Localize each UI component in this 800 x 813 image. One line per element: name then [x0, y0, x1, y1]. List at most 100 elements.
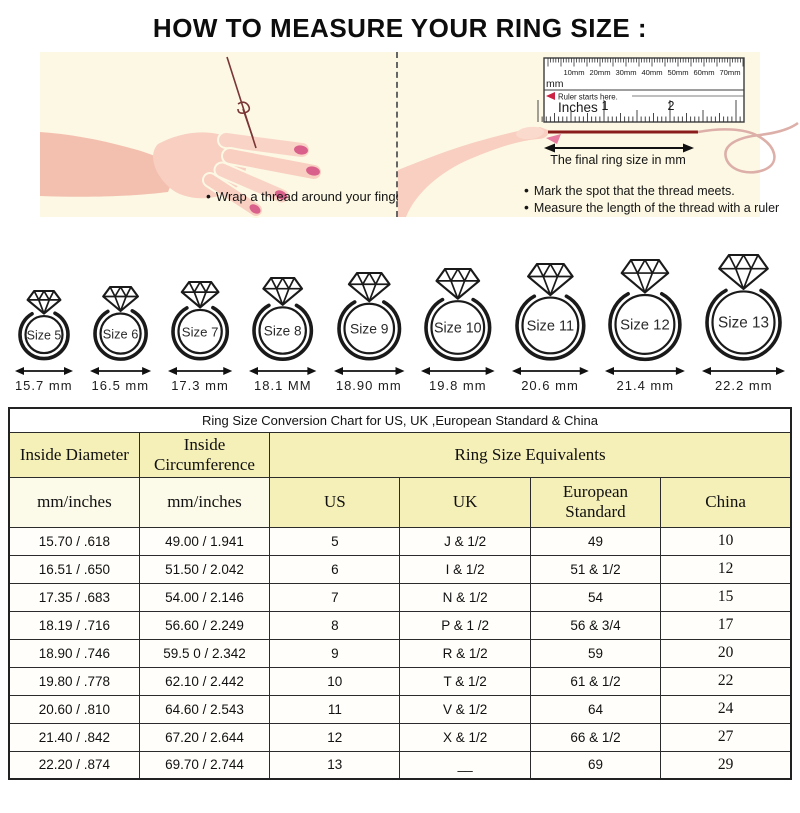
howto-section: • Wrap a thread around your finger 10mm 20…: [40, 52, 799, 218]
thread-mark-icon: [546, 134, 561, 144]
table-cell: P & 1 /2: [399, 610, 531, 640]
bullet-icon: •: [524, 199, 529, 215]
conversion-table: Ring Size Conversion Chart for US, UK ,E…: [8, 407, 792, 780]
table-cell: 22.20 / .874: [8, 750, 140, 780]
inch-scale-number: 2: [668, 99, 675, 113]
fingers-group: [202, 131, 323, 218]
table-group-header-row: Inside Diameter Inside Circumference Rin…: [8, 431, 792, 478]
diamond-ring-icon: Size 11: [514, 263, 586, 361]
mm-scale-label: 70mm: [719, 68, 740, 77]
ring-mm-label: 22.2 mm: [714, 378, 773, 393]
ring-size-item: Size 10 19.8 mm: [419, 267, 497, 393]
mm-scale-label: 10mm: [563, 68, 584, 77]
ring-mm-label: 18.90 mm: [335, 378, 402, 393]
mm-scale-label: 60mm: [693, 68, 714, 77]
table-cell: 27: [660, 722, 792, 752]
table-row: 21.40 / .842 67.20 / 2.644 12 X & 1/2 66 & 1…: [8, 722, 792, 752]
diameter-arrow-icon: [14, 367, 73, 375]
mm-scale-label: 20mm: [589, 68, 610, 77]
ring-size-item: Size 6 16.5 mm: [88, 285, 153, 393]
table-row: 15.70 / .618 49.00 / 1.941 5 J & 1/2 49 10: [8, 526, 792, 556]
table-cell: 62.10 / 2.442: [138, 666, 271, 696]
ring-mm-label: 15.7 mm: [14, 378, 73, 393]
diamond-icon: [101, 285, 139, 312]
table-cell: V & 1/2: [399, 694, 531, 724]
diamond-icon: [262, 276, 304, 306]
table-row: 18.19 / .716 56.60 / 2.249 8 P & 1 /2 56 & 3…: [8, 610, 792, 640]
diameter-arrow-icon: [249, 367, 317, 375]
mm-unit-label: mm: [546, 78, 564, 90]
table-row: 20.60 / .810 64.60 / 2.543 11 V & 1/2 64 24: [8, 694, 792, 724]
table-cell: 51 & 1/2: [529, 554, 662, 584]
table-cell: 10: [660, 526, 792, 556]
table-cell: 64.60 / 2.543: [138, 694, 271, 724]
nails-group: [249, 145, 320, 214]
table-cell: T & 1/2: [399, 666, 531, 696]
ring-mm-label: 20.6 mm: [521, 378, 579, 393]
measure-captions: • Mark the spot that the thread meets. • M…: [524, 182, 779, 216]
bullet-icon: •: [206, 188, 211, 204]
diameter-arrow-icon: [333, 367, 404, 375]
thread-line: [226, 56, 257, 149]
header-circumference-units: mm/inches: [138, 476, 271, 528]
header-inside-diameter: Inside Diameter: [8, 431, 140, 478]
table-cell: 20: [660, 638, 792, 668]
table-cell: 22: [660, 666, 792, 696]
wrap-thread-caption: • Wrap a thread around your finger: [206, 188, 407, 204]
table-cell: R & 1/2: [399, 638, 531, 668]
measure-thread-panel: 10mm 20mm 30mm 40mm 50mm 60mm 70mm mm Ruler st…: [398, 52, 799, 217]
table-cell: 24: [660, 694, 792, 724]
ring-size-item: Size 5 15.7 mm: [13, 290, 75, 393]
ring-size-item: Size 7 17.3 mm: [166, 281, 234, 393]
diamond-icon: [620, 258, 670, 294]
table-row: 17.35 / .683 54.00 / 2.146 7 N & 1/2 54 15: [8, 582, 792, 612]
table-cell: 20.60 / .810: [8, 694, 140, 724]
mm-scale-label: 40mm: [641, 68, 662, 77]
ring-size-item: Size 13 22.2 mm: [700, 254, 787, 393]
table-cell: N & 1/2: [399, 582, 531, 612]
diamond-ring-icon: Size 5: [17, 290, 70, 361]
ring-size-item: Size 12 21.4 mm: [603, 258, 687, 393]
diamond-ring-icon: Size 12: [608, 258, 683, 361]
ruler-measure-illustration: 10mm 20mm 30mm 40mm 50mm 60mm 70mm mm Ruler st…: [398, 57, 799, 217]
table-cell: 17: [660, 610, 792, 640]
final-size-arrow: [544, 143, 694, 153]
table-title-row: Ring Size Conversion Chart for US, UK ,E…: [8, 407, 792, 433]
header-ring-size-equivalents: Ring Size Equivalents: [269, 431, 792, 478]
caption-measure-length: • Measure the length of the thread with a…: [524, 199, 779, 216]
table-cell: 9: [269, 638, 401, 668]
caption-mark-spot: • Mark the spot that the thread meets.: [524, 182, 779, 199]
table-cell: 15.70 / .618: [8, 526, 140, 556]
diameter-arrow-icon: [605, 367, 686, 375]
ring-size-label: Size 8: [264, 323, 302, 338]
header-us: US: [269, 476, 401, 528]
table-cell: 19.80 / .778: [8, 666, 140, 696]
diameter-arrow-icon: [167, 367, 233, 375]
table-cell: 21.40 / .842: [8, 722, 140, 752]
diamond-icon: [718, 254, 770, 291]
table-cell: 12: [269, 722, 401, 752]
table-cell: 54: [529, 582, 662, 612]
inch-ticks: [537, 100, 741, 122]
table-cell: 16.51 / .650: [8, 554, 140, 584]
table-cell: 5: [269, 526, 401, 556]
diamond-icon: [526, 263, 574, 297]
diameter-arrow-icon: [511, 367, 589, 375]
ring-size-label: Size 13: [718, 315, 769, 332]
table-cell: 59.5 0 / 2.342: [138, 638, 271, 668]
diamond-ring-icon: Size 6: [92, 285, 148, 361]
table-body: 15.70 / .618 49.00 / 1.941 5 J & 1/2 49 10 16.…: [8, 526, 792, 780]
diamond-icon: [26, 290, 62, 316]
diamond-ring-icon: Size 8: [252, 276, 314, 361]
table-cell: 17.35 / .683: [8, 582, 140, 612]
table-cell: 15: [660, 582, 792, 612]
ring-size-label: Size 5: [26, 329, 61, 343]
table-cell: 10: [269, 666, 401, 696]
ruler-starts-here-label: Ruler starts here.: [558, 93, 618, 102]
table-cell: 49: [529, 526, 662, 556]
diamond-ring-icon: Size 13: [705, 254, 783, 361]
diamond-icon: [435, 267, 481, 300]
table-cell: X & 1/2: [399, 722, 531, 752]
ring-size-label: Size 10: [434, 320, 482, 336]
ring-mm-label: 17.3 mm: [171, 378, 229, 393]
